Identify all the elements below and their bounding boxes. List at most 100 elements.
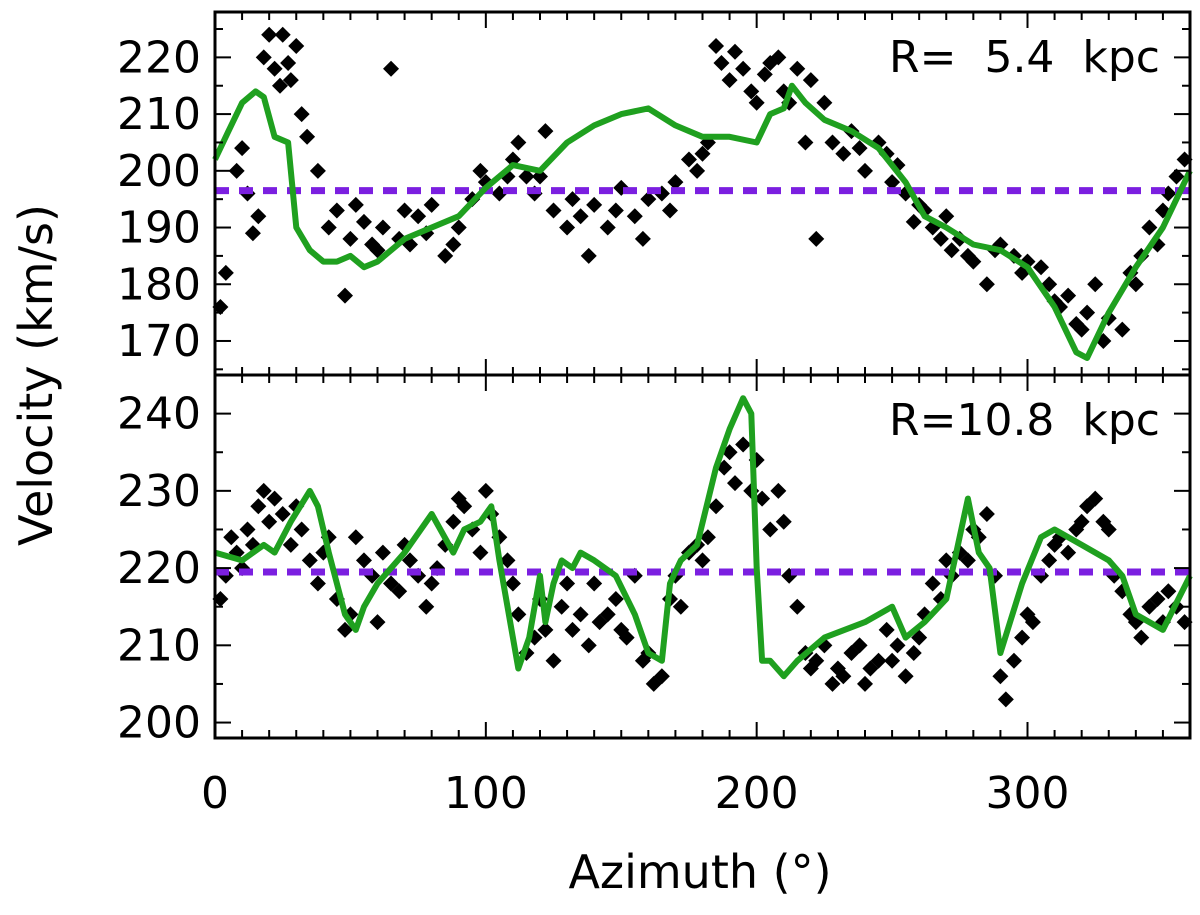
data-point <box>1133 629 1150 646</box>
data-point <box>789 60 806 77</box>
data-point <box>653 668 670 685</box>
data-point <box>374 219 391 236</box>
data-point <box>274 26 291 43</box>
data-point <box>396 202 413 219</box>
data-point <box>1014 629 1031 646</box>
data-point <box>943 242 960 259</box>
data-point <box>586 575 603 592</box>
data-point <box>938 552 955 569</box>
data-point <box>835 145 852 162</box>
data-point <box>472 544 489 561</box>
data-point <box>369 614 386 631</box>
data-point <box>634 230 651 247</box>
data-point <box>266 60 283 77</box>
data-point <box>255 482 272 499</box>
data-point <box>808 230 825 247</box>
data-point <box>1060 544 1077 561</box>
data-point <box>355 213 372 230</box>
data-point <box>775 513 792 530</box>
y-tick-label: 180 <box>117 259 201 310</box>
data-point <box>347 196 364 213</box>
scatter-points-panel-2 <box>212 436 1193 708</box>
data-point <box>797 134 814 151</box>
data-point <box>383 60 400 77</box>
data-point <box>586 196 603 213</box>
data-point <box>1024 614 1041 631</box>
data-point <box>905 645 922 662</box>
data-point <box>1141 219 1158 236</box>
data-point <box>228 162 245 179</box>
data-point <box>423 196 440 213</box>
data-point <box>699 529 716 546</box>
panel-2: 200 210 220 230 240 R=10.8 kpc <box>117 373 1193 749</box>
data-point <box>580 247 597 264</box>
data-point <box>808 652 825 669</box>
data-point <box>559 219 576 236</box>
data-point <box>607 590 624 607</box>
data-point <box>1005 652 1022 669</box>
data-point <box>234 140 251 157</box>
y-tick-label: 220 <box>117 543 201 594</box>
data-point <box>1087 276 1104 293</box>
data-point <box>672 598 689 615</box>
data-point <box>905 213 922 230</box>
data-point <box>884 174 901 191</box>
data-point <box>713 55 730 72</box>
data-point <box>965 253 982 270</box>
data-point <box>599 219 616 236</box>
panel-label: R= 5.4 kpc <box>889 32 1160 83</box>
data-point <box>1060 287 1077 304</box>
data-point <box>770 49 787 66</box>
data-point <box>250 208 267 225</box>
data-point <box>255 49 272 66</box>
data-point <box>1073 513 1090 530</box>
data-point <box>217 264 234 281</box>
data-point <box>559 575 576 592</box>
data-point <box>518 168 535 185</box>
data-point <box>272 77 288 94</box>
data-point <box>301 552 318 569</box>
data-point <box>355 552 372 569</box>
data-point <box>450 219 467 236</box>
data-point <box>580 637 597 654</box>
data-point <box>897 668 914 685</box>
data-point <box>824 134 841 151</box>
data-point <box>309 162 326 179</box>
data-point <box>445 236 462 253</box>
y-tick-label: 190 <box>117 203 201 254</box>
data-point <box>553 598 570 615</box>
y-tick-label: 220 <box>117 32 201 83</box>
data-point <box>342 230 359 247</box>
data-point <box>1168 168 1185 185</box>
x-tick-label: 100 <box>444 768 528 819</box>
y-tick-label: 230 <box>117 466 201 517</box>
data-point <box>816 94 833 111</box>
data-point <box>978 276 995 293</box>
data-point <box>889 637 906 654</box>
y-axis-title: Velocity (km/s) <box>9 204 63 546</box>
data-point <box>694 145 711 162</box>
data-point <box>789 598 806 615</box>
data-point <box>510 606 527 623</box>
data-point <box>1114 321 1131 338</box>
data-point <box>504 575 521 592</box>
data-point <box>328 202 345 219</box>
data-point <box>607 202 624 219</box>
data-point <box>374 544 391 561</box>
data-point <box>391 583 408 600</box>
data-point <box>510 134 527 151</box>
data-point <box>456 498 473 515</box>
y-tick-label: 200 <box>117 146 201 197</box>
data-point <box>309 575 326 592</box>
data-point <box>878 621 895 638</box>
data-point <box>266 490 283 507</box>
data-point <box>445 513 462 530</box>
data-point <box>997 691 1014 708</box>
data-point <box>472 162 489 179</box>
data-point <box>282 536 299 553</box>
panel-label: R=10.8 kpc <box>889 395 1160 446</box>
x-tick-label: 200 <box>715 768 799 819</box>
data-point <box>274 506 291 523</box>
